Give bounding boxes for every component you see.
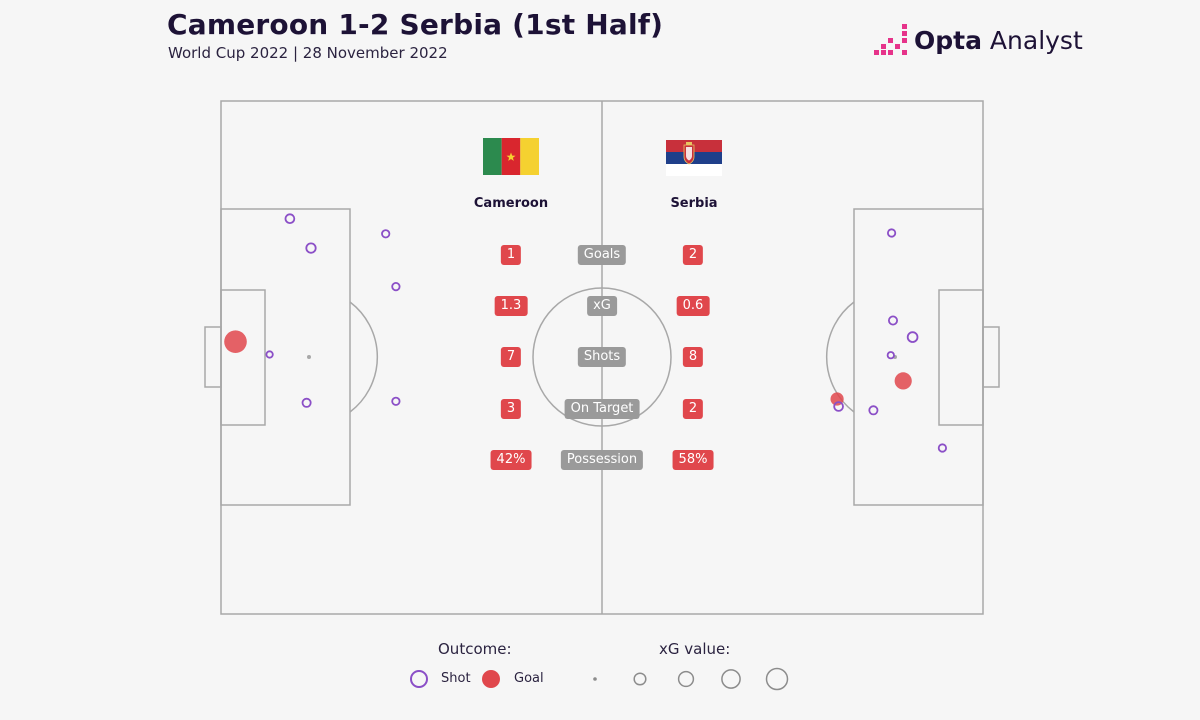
goals-label: Goals	[577, 245, 627, 265]
legend-goal-marker	[482, 670, 500, 688]
goals-home-value: 1	[500, 245, 522, 265]
pitch-lines	[204, 100, 1000, 615]
on-target-home-value: 3	[500, 399, 522, 419]
legend-xg-circle	[593, 677, 597, 681]
shot-marker	[284, 213, 296, 225]
possession-label: Possession	[560, 450, 644, 470]
left-penalty-area	[220, 208, 351, 506]
shot-marker	[391, 396, 401, 406]
shot-marker	[305, 242, 317, 254]
centre-circle	[532, 287, 672, 427]
shot-marker	[888, 315, 899, 326]
shot-marker	[265, 350, 274, 359]
left-penalty-spot	[307, 355, 311, 359]
possession-home-value: 42%	[490, 450, 532, 470]
opta-analyst-wordmark: Opta Analyst	[914, 26, 1083, 55]
shot-marker	[937, 443, 948, 453]
right-six-yard-box	[938, 289, 984, 426]
legend-shot-marker	[410, 670, 428, 688]
shot-marker	[833, 401, 844, 412]
legend-outcome-title: Outcome:	[438, 640, 512, 658]
legend-xg-circle	[721, 669, 741, 689]
legend-xg-circle	[765, 667, 789, 691]
shots-label: Shots	[577, 347, 627, 367]
serbia-flag	[666, 140, 722, 176]
shot-marker	[391, 281, 401, 292]
xg-home-value: 1.3	[494, 296, 528, 316]
left-six-yard-box	[220, 289, 266, 426]
logo-light-text: Analyst	[989, 26, 1083, 55]
page-subtitle: World Cup 2022 | 28 November 2022	[168, 44, 448, 62]
left-goal	[204, 326, 222, 388]
logo-bold-text: Opta	[914, 26, 982, 55]
opta-logo-icon	[874, 24, 907, 55]
legend-xg-circle	[677, 670, 695, 688]
shots-home-value: 7	[500, 347, 522, 367]
goal-marker	[224, 330, 247, 354]
shot-marker	[301, 397, 312, 408]
legend-shot-label: Shot	[441, 671, 471, 686]
away-team-name: Serbia	[670, 196, 718, 211]
goals-away-value: 2	[682, 245, 704, 265]
shots-away-value: 8	[682, 347, 704, 367]
opta-analyst-logo: Opta Analyst	[872, 22, 1083, 62]
shot-marker	[886, 228, 897, 238]
right-penalty-area	[853, 208, 984, 506]
on-target-away-value: 2	[682, 399, 704, 419]
shots-layer	[224, 213, 948, 453]
legend-xg-scale	[593, 667, 789, 691]
xg-away-value: 0.6	[676, 296, 710, 316]
shot-marker	[381, 229, 391, 239]
possession-away-value: 58%	[672, 450, 714, 470]
left-penalty-arc	[349, 301, 379, 413]
cameroon-flag	[483, 138, 539, 175]
goal-marker	[894, 372, 912, 390]
legend-xg-title: xG value:	[659, 640, 731, 658]
xg-label: xG	[587, 296, 617, 316]
home-team-name: Cameroon	[473, 196, 549, 211]
shot-marker	[886, 351, 895, 360]
shot-marker	[868, 405, 879, 416]
legend-markers	[410, 670, 500, 688]
shot-marker	[906, 331, 919, 343]
legend-goal-label: Goal	[514, 671, 544, 686]
on-target-label: On Target	[564, 399, 640, 419]
right-goal	[982, 326, 1000, 388]
legend-xg-circle	[633, 672, 647, 686]
page-title: Cameroon 1-2 Serbia (1st Half)	[167, 8, 664, 41]
